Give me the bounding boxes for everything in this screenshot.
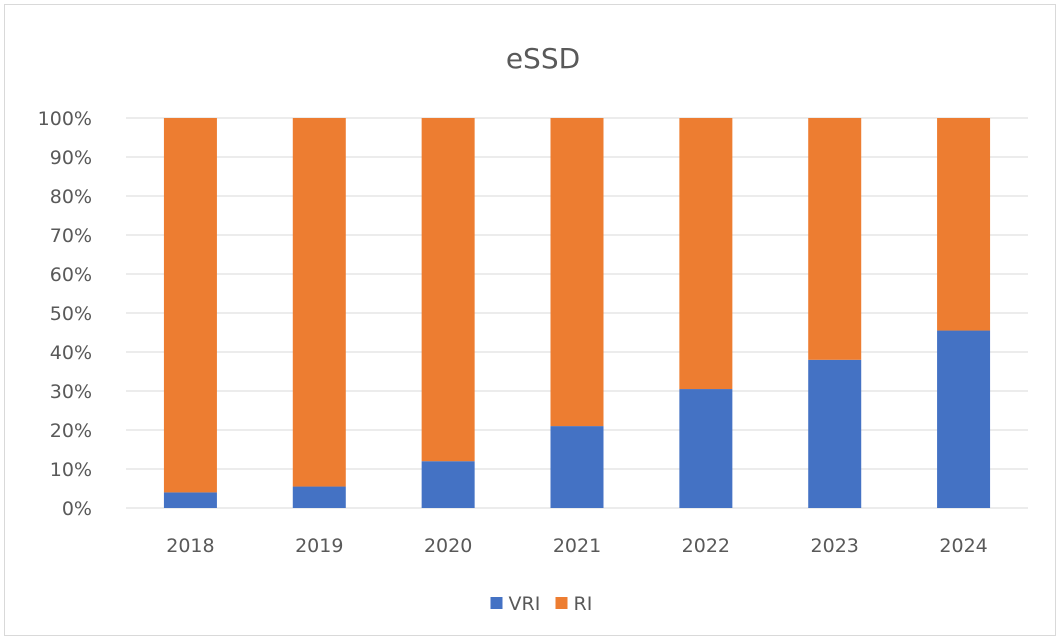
bar-vri-2018 [163,492,217,508]
x-tick-label: 2019 [295,535,343,557]
bars [163,118,991,508]
x-tick-label: 2024 [939,535,987,557]
y-tick-label: 60% [50,264,92,286]
bar-ri-2019 [292,118,346,487]
bar-vri-2020 [421,461,475,508]
bar-vri-2023 [808,359,862,508]
y-tick-label: 10% [50,459,92,481]
bar-vri-2022 [679,389,733,508]
legend-swatch-vri [490,597,503,609]
legend-swatch-ri [555,597,568,609]
y-tick-label: 90% [50,147,92,169]
bar-vri-2021 [550,426,604,508]
x-tick-label: 2023 [811,535,859,557]
y-axis: 0% 10% 20% 30% 40% 50% 60% 70% 80% 90% 100% [38,108,92,520]
y-tick-label: 20% [50,420,92,442]
bar-ri-2018 [163,118,217,493]
legend: VRI RI [490,593,593,615]
y-tick-label: 70% [50,225,92,247]
bar-vri-2024 [937,330,991,508]
y-tick-label: 50% [50,303,92,325]
y-tick-label: 40% [50,342,92,364]
x-tick-label: 2022 [682,535,730,557]
y-tick-label: 0% [62,498,92,520]
y-tick-label: 80% [50,186,92,208]
y-tick-label: 100% [38,108,92,130]
bar-ri-2024 [937,118,991,331]
x-axis: 2018 2019 2020 2021 2022 2023 2024 [166,535,988,557]
legend-label-ri: RI [574,593,593,615]
bar-ri-2020 [421,118,475,462]
bar-ri-2022 [679,118,733,390]
y-tick-label: 30% [50,381,92,403]
legend-label-vri: VRI [509,593,541,615]
x-tick-label: 2020 [424,535,472,557]
bar-ri-2021 [550,118,604,427]
x-tick-label: 2018 [166,535,214,557]
chart-title: eSSD [506,42,580,75]
bar-ri-2023 [808,118,862,360]
bar-vri-2019 [292,486,346,508]
x-tick-label: 2021 [553,535,601,557]
